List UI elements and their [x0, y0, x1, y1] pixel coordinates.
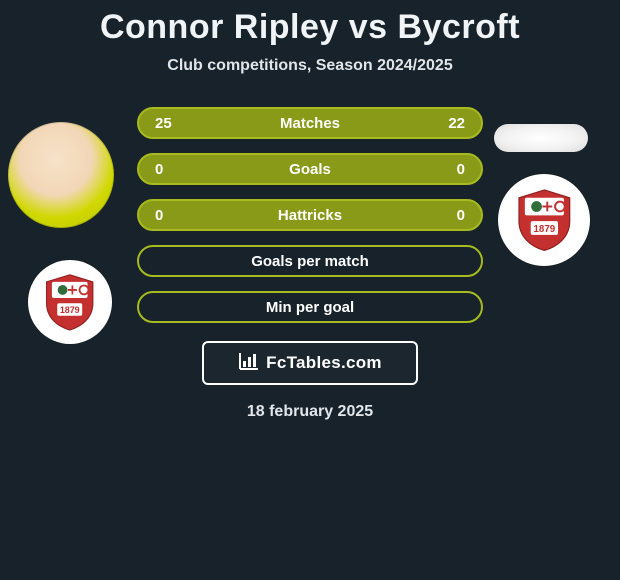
stat-pill-goals: 0Goals0 [137, 153, 483, 185]
stat-pill-goals-per-match: Goals per match [137, 245, 483, 277]
stat-value-right: 0 [457, 207, 465, 224]
stat-value-right: 22 [448, 115, 465, 132]
stat-label: Min per goal [139, 299, 481, 316]
club-crest-right: 1879 [498, 174, 590, 266]
stat-label: Hattricks [139, 207, 481, 224]
brand-label: FcTables.com [266, 353, 382, 373]
player-right-avatar [494, 124, 588, 152]
player-left-avatar [8, 122, 114, 228]
page-title: Connor Ripley vs Bycroft [0, 0, 620, 47]
brand-box[interactable]: FcTables.com [202, 341, 418, 385]
stat-pill-min-per-goal: Min per goal [137, 291, 483, 323]
stat-pill-matches: 25Matches22 [137, 107, 483, 139]
stat-value-left: 25 [155, 115, 172, 132]
crest-year-text: 1879 [533, 224, 555, 235]
club-crest-left: 1879 [28, 260, 112, 344]
stat-label: Goals [139, 161, 481, 178]
date-label: 18 february 2025 [0, 403, 620, 421]
stat-pill-hattricks: 0Hattricks0 [137, 199, 483, 231]
stat-label: Goals per match [139, 253, 481, 270]
stat-value-left: 0 [155, 207, 163, 224]
shield-icon: 1879 [42, 273, 97, 332]
bar-chart-icon [238, 351, 260, 376]
crest-year-text: 1879 [60, 305, 80, 315]
shield-icon: 1879 [514, 188, 575, 252]
subtitle: Club competitions, Season 2024/2025 [0, 57, 620, 75]
stat-label: Matches [139, 115, 481, 132]
stat-pill-list: 25Matches220Goals00Hattricks0Goals per m… [137, 107, 483, 323]
stat-value-right: 0 [457, 161, 465, 178]
stat-value-left: 0 [155, 161, 163, 178]
